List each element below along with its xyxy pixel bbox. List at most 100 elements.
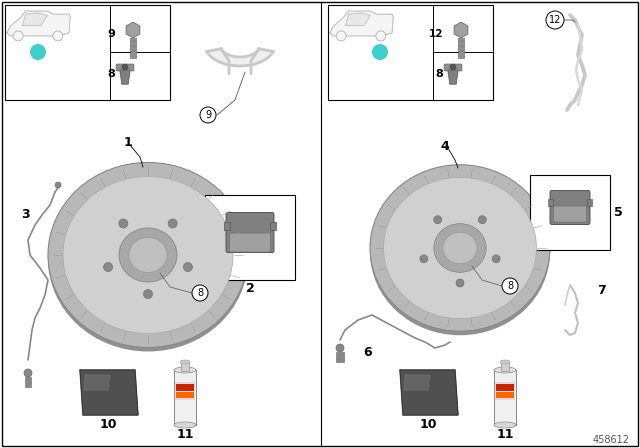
Bar <box>548 199 553 207</box>
Circle shape <box>450 64 456 70</box>
Bar <box>5 5 170 100</box>
Text: 8: 8 <box>108 69 115 79</box>
Circle shape <box>184 263 193 271</box>
Ellipse shape <box>370 169 550 335</box>
Circle shape <box>55 182 61 188</box>
Text: 12: 12 <box>549 15 561 25</box>
Ellipse shape <box>370 165 550 331</box>
Bar <box>530 175 610 250</box>
Ellipse shape <box>383 177 536 319</box>
Bar <box>270 223 276 231</box>
Circle shape <box>168 219 177 228</box>
Text: 9: 9 <box>205 110 211 120</box>
Text: 8: 8 <box>507 281 513 291</box>
Ellipse shape <box>494 367 516 373</box>
Text: 8: 8 <box>435 69 443 79</box>
Bar <box>587 199 592 207</box>
FancyBboxPatch shape <box>444 64 462 71</box>
Circle shape <box>143 289 152 298</box>
Bar <box>458 38 464 58</box>
Ellipse shape <box>48 167 248 352</box>
Circle shape <box>502 278 518 294</box>
Polygon shape <box>330 11 393 36</box>
Bar <box>328 5 493 100</box>
Text: 8: 8 <box>197 288 203 298</box>
Ellipse shape <box>48 163 248 348</box>
Circle shape <box>492 255 500 263</box>
FancyBboxPatch shape <box>554 206 586 222</box>
Circle shape <box>53 31 63 41</box>
Text: 12: 12 <box>429 29 443 39</box>
Text: 6: 6 <box>364 346 372 359</box>
Text: 10: 10 <box>419 418 436 431</box>
Bar <box>205 195 295 280</box>
Polygon shape <box>7 11 70 36</box>
Ellipse shape <box>129 237 167 272</box>
Polygon shape <box>404 375 430 390</box>
Bar <box>181 362 189 371</box>
Bar <box>496 392 514 398</box>
Circle shape <box>104 263 113 271</box>
Ellipse shape <box>174 367 196 373</box>
Circle shape <box>30 44 46 60</box>
Circle shape <box>546 11 564 29</box>
Bar <box>175 382 195 400</box>
Circle shape <box>122 64 128 70</box>
Polygon shape <box>84 375 110 390</box>
Text: 11: 11 <box>496 428 514 441</box>
Circle shape <box>336 31 346 41</box>
Polygon shape <box>448 70 458 84</box>
Polygon shape <box>400 370 458 415</box>
Text: 9: 9 <box>107 29 115 39</box>
Bar <box>494 370 516 425</box>
Text: 5: 5 <box>614 206 622 219</box>
Polygon shape <box>120 70 130 84</box>
Circle shape <box>456 279 464 287</box>
Circle shape <box>420 255 428 263</box>
FancyBboxPatch shape <box>226 212 274 253</box>
Circle shape <box>24 369 32 377</box>
Ellipse shape <box>434 224 486 272</box>
Circle shape <box>119 219 128 228</box>
FancyBboxPatch shape <box>230 233 271 252</box>
Bar <box>176 384 194 391</box>
Circle shape <box>336 344 344 352</box>
Text: 1: 1 <box>124 137 132 150</box>
Bar <box>336 352 344 362</box>
Bar <box>174 370 196 425</box>
Circle shape <box>200 107 216 123</box>
Ellipse shape <box>494 422 516 428</box>
Bar <box>176 392 194 398</box>
Polygon shape <box>22 13 47 26</box>
FancyBboxPatch shape <box>550 190 590 224</box>
Circle shape <box>13 31 23 41</box>
FancyBboxPatch shape <box>116 64 134 71</box>
Text: 2: 2 <box>246 281 254 294</box>
Ellipse shape <box>63 177 233 333</box>
Text: 7: 7 <box>598 284 606 297</box>
Polygon shape <box>80 370 138 415</box>
Circle shape <box>372 44 388 60</box>
Text: 458612: 458612 <box>593 435 630 445</box>
Circle shape <box>478 215 486 224</box>
Ellipse shape <box>443 232 477 264</box>
Text: 3: 3 <box>20 208 29 221</box>
Ellipse shape <box>119 228 177 282</box>
Bar <box>496 384 514 391</box>
Ellipse shape <box>500 360 510 364</box>
Circle shape <box>376 31 386 41</box>
Ellipse shape <box>174 422 196 428</box>
Bar <box>501 362 509 371</box>
Text: 11: 11 <box>176 428 194 441</box>
Polygon shape <box>207 49 273 66</box>
Bar <box>495 382 515 400</box>
Circle shape <box>192 285 208 301</box>
Bar <box>224 223 230 231</box>
Text: 4: 4 <box>440 139 449 152</box>
Polygon shape <box>346 13 371 26</box>
Bar <box>130 38 136 58</box>
Ellipse shape <box>180 360 190 364</box>
Circle shape <box>434 215 442 224</box>
Text: 10: 10 <box>99 418 116 431</box>
Bar <box>25 377 31 387</box>
